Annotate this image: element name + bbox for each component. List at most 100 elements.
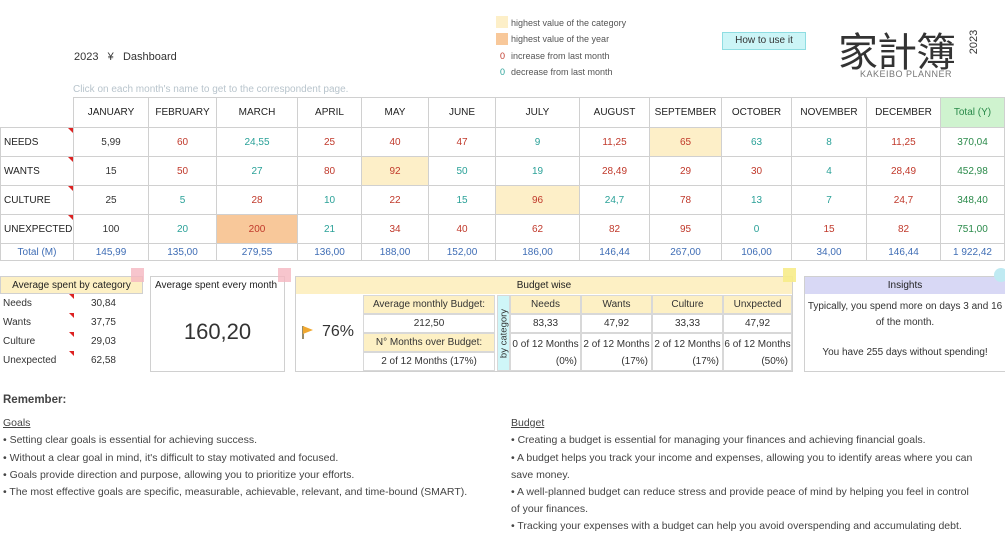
month-total: 188,00 bbox=[361, 243, 429, 261]
goals-line: • Setting clear goals is essential for a… bbox=[3, 434, 258, 446]
budget-notes-line: • Tracking your expenses with a budget c… bbox=[511, 520, 962, 532]
cat-wants-budget: 47,92 bbox=[581, 314, 652, 333]
budget-notes-title: Budget bbox=[511, 417, 545, 429]
month-total: 136,00 bbox=[297, 243, 362, 261]
insights-title: Insights bbox=[805, 277, 1005, 294]
corner-cell bbox=[1, 98, 74, 128]
month-february[interactable]: FEBRUARY bbox=[148, 97, 217, 128]
month-total: 146,44 bbox=[579, 243, 650, 261]
info-bubble-icon bbox=[994, 268, 1005, 282]
table-cell: 34 bbox=[361, 214, 429, 244]
table-cell: 95 bbox=[649, 214, 722, 244]
table-row: CULTURE 25 5 28 10 22 15 96 24,7 78 13 7… bbox=[0, 185, 1005, 215]
month-total: 106,00 bbox=[721, 243, 792, 261]
table-cell: 20 bbox=[148, 214, 217, 244]
row-total: 348,40 bbox=[940, 185, 1005, 215]
flag-icon bbox=[302, 325, 314, 339]
totals-row: Total (M) 145,99 135,00 279,55 136,00 18… bbox=[0, 243, 1005, 261]
month-june[interactable]: JUNE bbox=[428, 97, 496, 128]
table-cell: 47 bbox=[428, 127, 496, 157]
planner-subtitle: KAKEIBO PLANNER bbox=[860, 69, 953, 79]
table-cell: 25 bbox=[73, 185, 149, 215]
list-item: Culture 29,03 bbox=[0, 332, 146, 351]
month-total: 267,00 bbox=[649, 243, 722, 261]
month-total: 34,00 bbox=[791, 243, 867, 261]
table-cell: 0 bbox=[721, 214, 792, 244]
table-cell: 50 bbox=[148, 156, 217, 186]
dashboard-title: 2023 ¥ Dashboard bbox=[74, 51, 177, 63]
row-label-unexpected: UNEXPECTED bbox=[0, 214, 74, 244]
table-cell: 28 bbox=[216, 185, 298, 215]
budget-notes-line: of your finances. bbox=[511, 503, 589, 515]
row-total: 751,00 bbox=[940, 214, 1005, 244]
table-cell: 62 bbox=[495, 214, 580, 244]
table-cell: 40 bbox=[428, 214, 496, 244]
comment-marker bbox=[68, 128, 73, 133]
table-cell: 9 bbox=[495, 127, 580, 157]
avg-category-label: Culture bbox=[3, 336, 36, 347]
goals-title: Goals bbox=[3, 417, 31, 429]
month-december[interactable]: DECEMBER bbox=[866, 97, 941, 128]
table-cell: 60 bbox=[148, 127, 217, 157]
total-year-header: Total (Y) bbox=[940, 97, 1005, 128]
goals-line: • Without a clear goal in mind, it's dif… bbox=[3, 452, 339, 464]
table-cell: 21 bbox=[297, 214, 362, 244]
budget-title: Budget wise bbox=[296, 277, 792, 294]
avg-category-panel: Average spent by category Needs 30,84 Wan… bbox=[0, 276, 143, 370]
row-total: 452,98 bbox=[940, 156, 1005, 186]
cat-culture-months: 2 of 12 Months (17%) bbox=[652, 333, 723, 371]
comment-marker bbox=[68, 215, 73, 220]
by-category-bar: by category bbox=[497, 295, 510, 371]
comment-marker bbox=[69, 332, 74, 337]
over-budget-value: 2 of 12 Months (17%) bbox=[363, 352, 495, 371]
month-january[interactable]: JANUARY bbox=[73, 97, 149, 128]
avg-category-value: 62,58 bbox=[90, 355, 116, 366]
table-cell: 15 bbox=[73, 156, 149, 186]
table-cell: 200 bbox=[216, 214, 298, 244]
table-cell: 19 bbox=[495, 156, 580, 186]
table-cell: 5,99 bbox=[73, 127, 149, 157]
table-row: NEEDS 5,99 60 24,55 25 40 47 9 11,25 65 … bbox=[0, 127, 1005, 157]
months-over-pct: (0%) bbox=[555, 356, 577, 367]
currency-label: ¥ bbox=[107, 51, 114, 63]
avg-category-label: Needs bbox=[3, 298, 32, 309]
table-cell: 65 bbox=[649, 127, 722, 157]
month-november[interactable]: NOVEMBER bbox=[791, 97, 867, 128]
cat-unexpected-months: 6 of 12 Months (50%) bbox=[723, 333, 792, 371]
month-july[interactable]: JULY bbox=[495, 97, 580, 128]
sticky-note-icon bbox=[278, 268, 291, 282]
avg-category-value: 30,84 bbox=[90, 298, 116, 309]
table-cell: 28,49 bbox=[579, 156, 650, 186]
insights-line2: of the month. bbox=[875, 317, 935, 328]
table-cell: 22 bbox=[361, 185, 429, 215]
table-cell: 11,25 bbox=[866, 127, 941, 157]
dashboard-label: Dashboard bbox=[122, 51, 177, 63]
avg-month-value: 160,20 bbox=[183, 319, 252, 344]
table-cell: 80 bbox=[297, 156, 362, 186]
budget-notes-line: save money. bbox=[511, 469, 570, 481]
month-may[interactable]: MAY bbox=[361, 97, 429, 128]
budget-notes-line: • A budget helps you track your income a… bbox=[511, 452, 973, 464]
how-to-use-button[interactable]: How to use it bbox=[722, 32, 806, 50]
list-item: Needs 30,84 bbox=[0, 294, 146, 313]
grand-total: 1 922,42 bbox=[940, 243, 1005, 261]
table-cell: 11,25 bbox=[579, 127, 650, 157]
insights-panel: Insights Typically, you spend more on da… bbox=[804, 276, 1005, 372]
cat-wants-months: 2 of 12 Months (17%) bbox=[581, 333, 652, 371]
by-category-label: by category bbox=[498, 308, 510, 359]
kakeibo-kanji: 家計簿 bbox=[838, 30, 956, 76]
comment-marker bbox=[69, 313, 74, 318]
table-cell: 100 bbox=[73, 214, 149, 244]
table-cell: 28,49 bbox=[866, 156, 941, 186]
month-total: 135,00 bbox=[148, 243, 217, 261]
table-cell: 40 bbox=[361, 127, 429, 157]
month-august[interactable]: AUGUST bbox=[579, 97, 650, 128]
budget-notes-line: • A well-planned budget can reduce stres… bbox=[511, 486, 969, 498]
month-october[interactable]: OCTOBER bbox=[721, 97, 792, 128]
month-september[interactable]: SEPTEMBER bbox=[649, 97, 722, 128]
month-april[interactable]: APRIL bbox=[297, 97, 362, 128]
table-cell: 92 bbox=[361, 156, 429, 186]
avg-month-panel: Average spent every month 160,20 bbox=[150, 276, 285, 372]
month-march[interactable]: MARCH bbox=[216, 97, 298, 128]
avg-category-value: 29,03 bbox=[90, 336, 116, 347]
